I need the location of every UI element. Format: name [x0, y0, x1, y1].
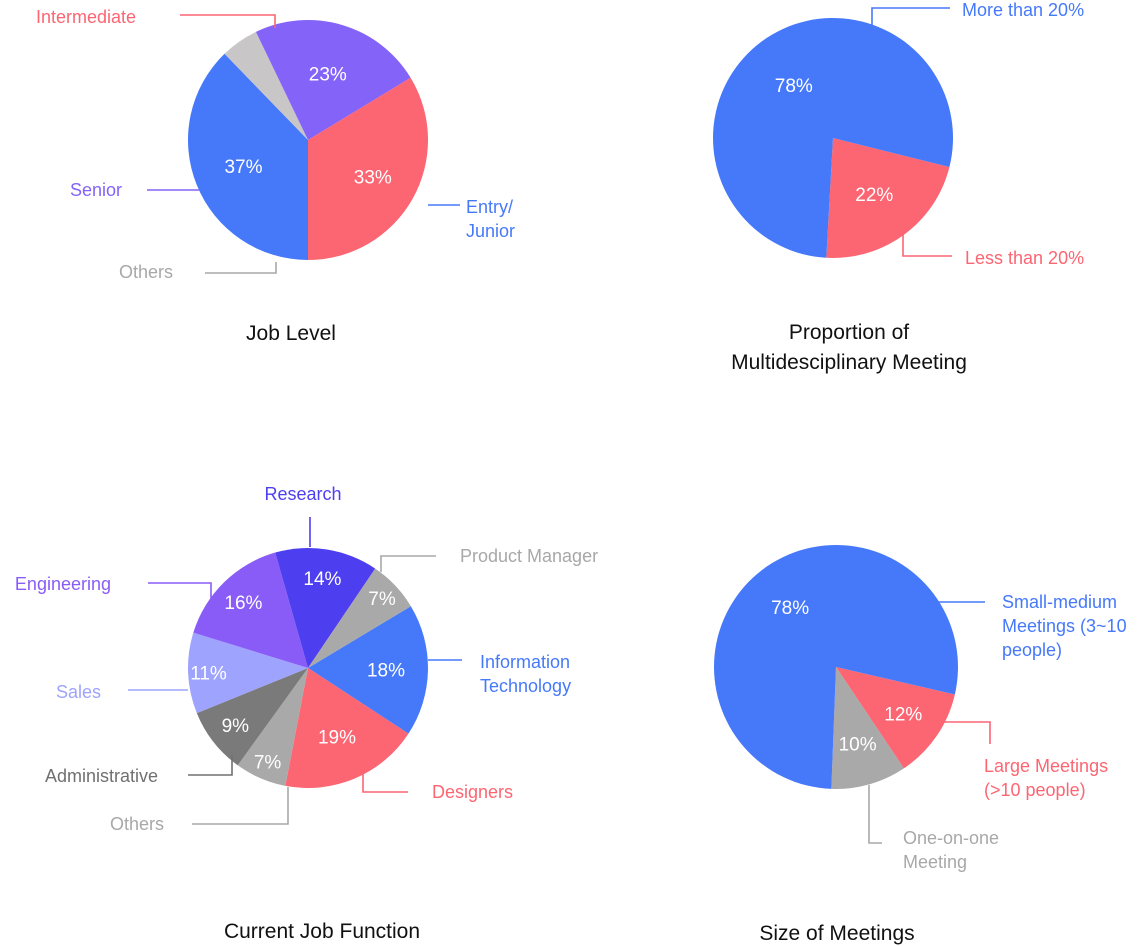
pie-slice-small-medium-meetings-3-10-people: [713, 544, 958, 789]
slice-category-label: Senior: [70, 180, 122, 200]
pie-slice-designers: [285, 668, 409, 788]
chart-title: Job Level: [246, 322, 336, 345]
slice-category-label: Less than 20%: [965, 248, 1084, 268]
slice-category-label: Designers: [432, 782, 513, 802]
slice-category-label: Small-medium Meetings (3~10 people): [1002, 592, 1127, 660]
slice-value-label: 23%: [309, 64, 347, 85]
slice-value-label: 16%: [224, 593, 262, 614]
pie-slice-research: [275, 547, 376, 668]
pie-slice-sales: [188, 632, 308, 714]
slice-category-label: Sales: [56, 682, 101, 702]
slice-category-label: Others: [119, 262, 173, 282]
leader-line: [902, 230, 952, 257]
slice-value-label: 22%: [855, 185, 893, 206]
slice-category-label: Information Technology: [480, 652, 571, 696]
leader-line: [205, 262, 277, 274]
leader-line: [362, 770, 408, 793]
leader-line: [871, 7, 950, 25]
slice-value-label: 14%: [303, 569, 341, 590]
slice-category-label: Entry/Junior: [466, 197, 515, 241]
slice-category-label: One-on-one Meeting: [903, 828, 999, 872]
pie-slice-administrative: [196, 668, 308, 766]
pie-slice-less-than-20: [826, 138, 950, 258]
pie-chart-size-of-meetings: 12% Large Meetings (>10 people) 10% One-on-o…: [713, 544, 1127, 945]
slice-value-label: 7%: [254, 753, 282, 774]
pie-slice-intermediate: [308, 77, 429, 260]
pie-slice-product-manager: [308, 568, 411, 668]
slice-value-label: 10%: [839, 734, 877, 755]
slice-category-label: Research: [264, 484, 341, 504]
slice-category-label: Large Meetings (>10 people): [984, 756, 1108, 800]
pie-slice-others: [237, 668, 308, 786]
pie-chart-proportion-of-multidesciplinary-meeting: 22% Less than 20% 78% More than 20% Proporti…: [713, 0, 1084, 374]
slice-value-label: 78%: [775, 76, 813, 97]
pie-slice-entry-junior: [188, 53, 308, 260]
pie-slice-large-meetings-10-people: [836, 667, 955, 769]
pie-chart-current-job-function: 18% Information Technology 19% Designers 7% Ot…: [15, 484, 598, 943]
slice-category-label: Others: [110, 814, 164, 834]
slice-value-label: 19%: [318, 728, 356, 749]
slice-category-label: Administrative: [45, 766, 158, 786]
leader-line: [192, 787, 289, 825]
pie-chart-job-level: 37% Entry/Junior Others 23% Senior 33% Interme…: [36, 7, 515, 345]
slice-value-label: 78%: [771, 598, 809, 619]
pie-slice-engineering: [193, 552, 308, 668]
slice-category-label: Product Manager: [460, 546, 598, 566]
slice-category-label: Intermediate: [36, 7, 136, 27]
leader-line: [944, 721, 991, 744]
leader-line: [188, 755, 233, 776]
slice-value-label: 12%: [884, 704, 922, 725]
chart-title: Size of Meetings: [759, 922, 914, 945]
pie-slice-senior: [255, 19, 411, 140]
pie-slice-information-technology: [308, 606, 428, 734]
slice-value-label: 37%: [224, 157, 262, 178]
slice-value-label: 33%: [354, 168, 392, 189]
slice-category-label: More than 20%: [962, 0, 1084, 20]
chart-title: Current Job Function: [224, 920, 420, 943]
pie-slice-one-on-one-meeting: [831, 667, 904, 789]
leader-line: [868, 785, 882, 844]
slice-value-label: 7%: [368, 589, 396, 610]
slice-value-label: 9%: [222, 716, 250, 737]
chart-title: Proportion of Multidesciplinary Meeting: [731, 321, 967, 374]
leader-line: [148, 582, 212, 600]
slice-category-label: Engineering: [15, 574, 111, 594]
pie-slice-more-than-20: [713, 17, 954, 258]
slice-value-label: 11%: [190, 663, 227, 684]
leader-line: [180, 14, 276, 28]
leader-line: [380, 555, 436, 572]
slice-value-label: 18%: [367, 661, 405, 682]
pie-slice-others: [224, 31, 308, 141]
